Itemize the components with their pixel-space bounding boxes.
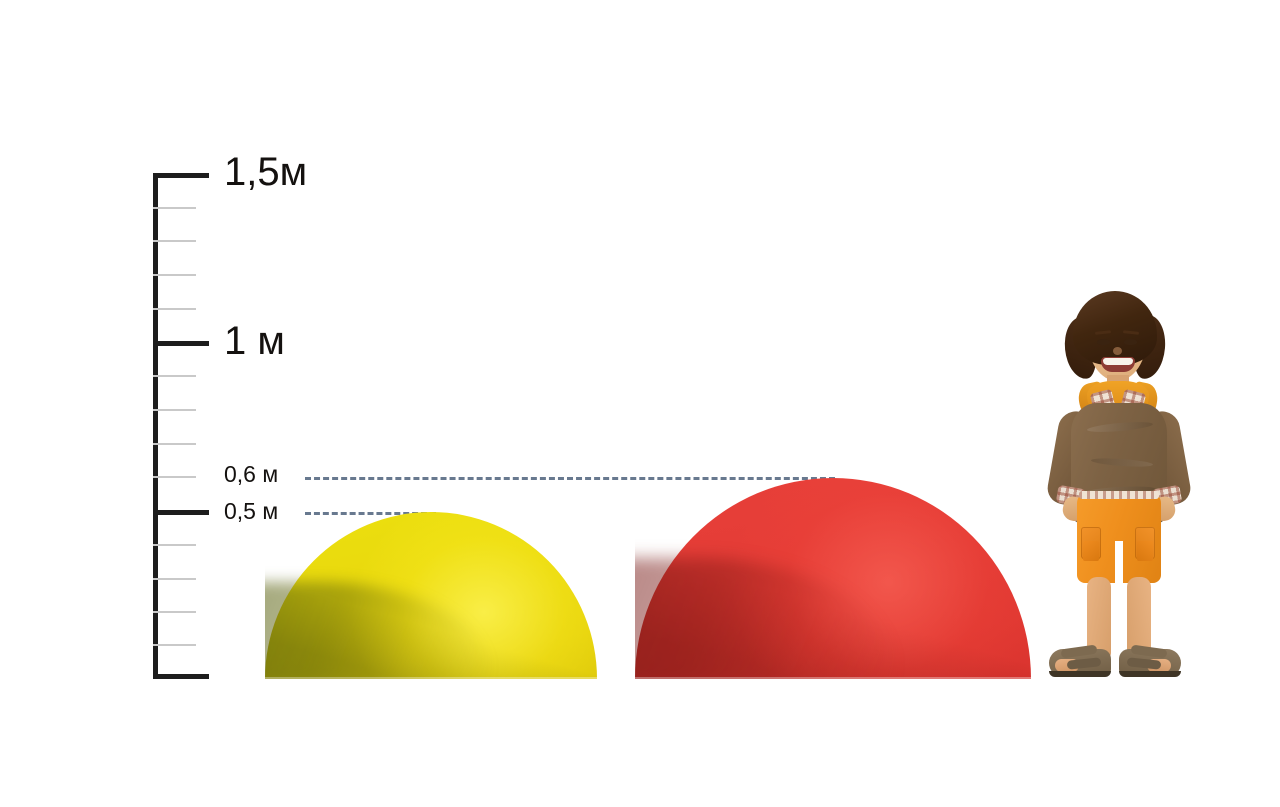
child-teeth (1103, 358, 1133, 365)
child-cargo-pocket-flap-left (1083, 541, 1099, 561)
ruler-minor-tick-0-8 (153, 409, 196, 411)
leader-line-0-5m (305, 512, 436, 515)
child-figure (1035, 291, 1200, 678)
ruler-minor-tick-0-9 (153, 375, 196, 377)
ruler-label-1m: 1 м (224, 319, 285, 363)
ruler-minor-tick-1-1 (153, 308, 196, 310)
leader-line-0-6m (305, 477, 835, 480)
ruler-minor-tick-0-1 (153, 644, 196, 646)
child-nose (1113, 347, 1122, 355)
child-eye-right (1124, 339, 1137, 345)
ruler-minor-tick-0-4 (153, 544, 196, 546)
ruler-major-tick-0-5 (153, 510, 209, 515)
ruler-major-tick-1-0 (153, 341, 209, 346)
red-dome (635, 478, 1031, 679)
child-sandal-sole-left (1049, 671, 1111, 677)
ruler-label-0-6m: 0,6 м (224, 461, 279, 487)
child-eye-left (1097, 339, 1110, 345)
ruler-minor-tick-0-6 (153, 476, 196, 478)
ruler-label-1-5m: 1,5м (224, 150, 308, 194)
ruler-minor-tick-1-4 (153, 207, 196, 209)
ruler-minor-tick-0-7 (153, 443, 196, 445)
ruler-major-tick-1-5 (153, 173, 209, 178)
child-sandal-sole-right (1119, 671, 1181, 677)
ruler-spine (153, 173, 158, 679)
ruler-major-tick-0-0 (153, 674, 209, 679)
child-shorts-inseam (1115, 541, 1123, 585)
height-scale-ruler (153, 173, 209, 679)
yellow-dome (265, 512, 597, 679)
ruler-minor-tick-0-3 (153, 578, 196, 580)
ruler-minor-tick-0-2 (153, 611, 196, 613)
child-shorts-waistband (1079, 491, 1159, 499)
ruler-minor-tick-1-2 (153, 274, 196, 276)
ruler-minor-tick-1-3 (153, 240, 196, 242)
red-dome-baseline (635, 677, 1031, 679)
child-cargo-pocket-flap-right (1137, 541, 1153, 561)
ruler-label-0-5m: 0,5 м (224, 498, 279, 524)
yellow-dome-baseline (265, 677, 597, 679)
